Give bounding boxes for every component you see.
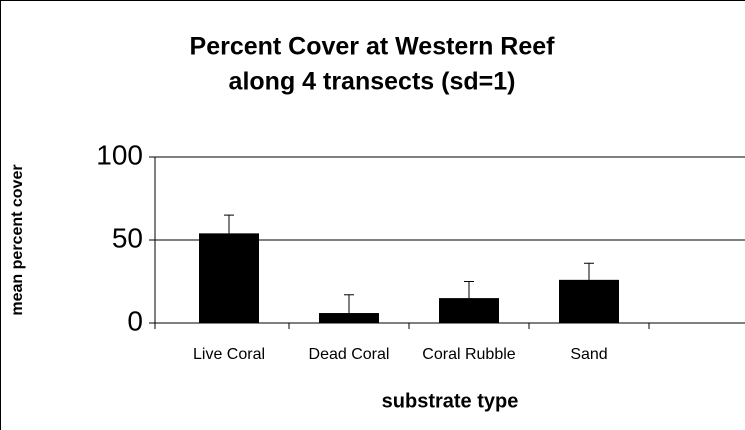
bar <box>319 313 379 323</box>
x-tick-label: Sand <box>570 346 607 363</box>
y-tick-label: 50 <box>112 222 143 253</box>
bar <box>199 233 259 323</box>
chart-title: Percent Cover at Western Reef <box>190 33 556 61</box>
bar <box>439 298 499 323</box>
bar <box>559 279 619 323</box>
x-tick-label: Live Coral <box>193 346 265 363</box>
y-tick-label: 0 <box>127 305 143 336</box>
chart-title: along 4 transects (sd=1) <box>229 68 516 96</box>
y-axis-label: mean percent cover <box>9 164 26 315</box>
x-tick-label: Coral Rubble <box>422 346 515 363</box>
x-axis-label: substrate type <box>382 390 519 412</box>
x-tick-label: Dead Coral <box>309 346 390 363</box>
y-tick-label: 100 <box>96 139 143 170</box>
